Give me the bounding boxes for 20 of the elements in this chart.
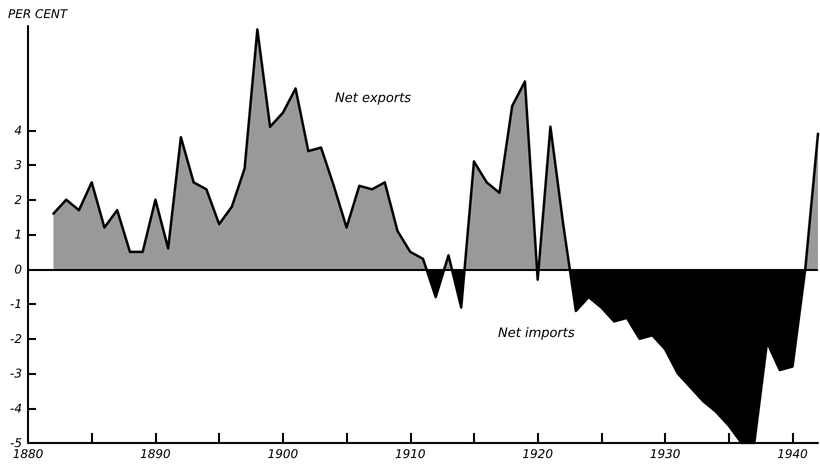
x-tick-label: 1940 bbox=[777, 447, 808, 461]
y-tick-label: -1 bbox=[10, 297, 22, 311]
y-tick-label: 0 bbox=[14, 262, 22, 276]
y-tick-label: 4 bbox=[14, 123, 22, 138]
y-axis-title: PER CENT bbox=[8, 7, 69, 21]
x-tick-label: 1930 bbox=[650, 447, 681, 461]
x-tick-label: 1900 bbox=[268, 447, 298, 461]
y-tick-label: -4 bbox=[10, 401, 22, 416]
annotation: Net exports bbox=[335, 91, 412, 106]
y-tick-label: 1 bbox=[14, 228, 22, 242]
y-tick-label: -2 bbox=[10, 332, 22, 346]
x-tick-label: 1910 bbox=[394, 447, 426, 461]
annotation: Net imports bbox=[498, 326, 575, 341]
x-tick-label: 1920 bbox=[522, 447, 554, 461]
y-tick-label: 2 bbox=[14, 192, 22, 207]
x-tick-label: 1890 bbox=[140, 447, 172, 461]
y-tick-label: 3 bbox=[14, 158, 22, 172]
x-tick-label: 1880 bbox=[12, 447, 44, 461]
y-tick-label: -3 bbox=[10, 366, 22, 380]
y-tick-label: -5 bbox=[10, 436, 22, 450]
